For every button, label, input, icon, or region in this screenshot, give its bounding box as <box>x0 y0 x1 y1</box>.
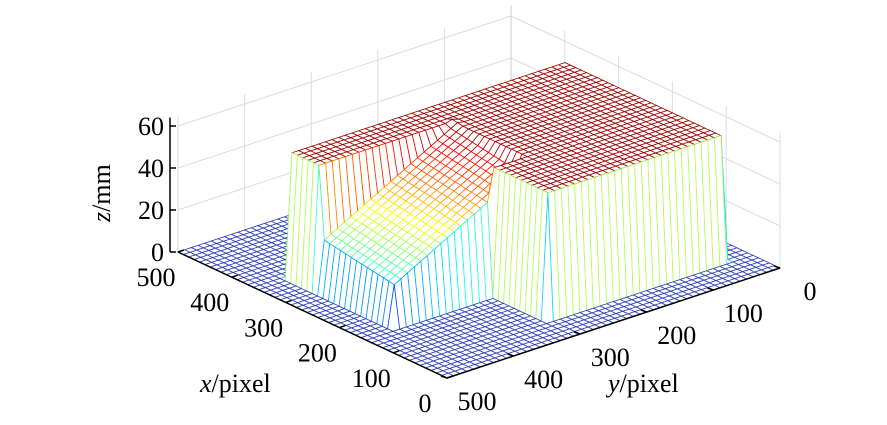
z-tick-label: 60 <box>138 112 164 141</box>
z-axis-label: z/mm <box>87 164 116 223</box>
y-tick-label: 500 <box>458 387 497 416</box>
x-tick-label: 0 <box>419 389 432 418</box>
x-tick-label: 100 <box>352 364 391 393</box>
y-axis-unit: /pixel <box>620 369 679 398</box>
x-axis-var: x <box>199 369 212 398</box>
z-axis-var: z <box>87 212 116 223</box>
x-tick <box>177 249 185 253</box>
y-tick <box>707 287 714 291</box>
y-tick-label: 0 <box>804 277 817 306</box>
z-tick-label: 0 <box>151 238 164 267</box>
y-tick-label: 200 <box>657 321 696 350</box>
x-tick <box>231 274 239 278</box>
x-tick <box>446 375 454 379</box>
x-tick <box>339 324 346 329</box>
z-gridline <box>177 15 512 127</box>
x-tick-label: 400 <box>190 288 229 317</box>
y-tick-label: 400 <box>524 365 563 394</box>
y-tick-label: 100 <box>724 299 763 328</box>
x-tick <box>285 299 292 304</box>
z-gridline <box>177 57 512 169</box>
z-gridline <box>510 15 781 143</box>
y-tick <box>507 353 514 357</box>
x-tick <box>392 350 400 354</box>
x-axis-unit: /pixel <box>212 369 271 398</box>
y-tick <box>773 265 781 269</box>
x-tick-label: 500 <box>137 263 176 292</box>
y-tick <box>440 375 448 379</box>
y-tick <box>640 309 648 313</box>
y-axis-label: y/pixel <box>605 369 679 398</box>
y-tick <box>573 331 581 335</box>
x-tick-label: 200 <box>298 339 337 368</box>
z-axis-unit: /mm <box>87 164 116 212</box>
z-tick-label: 20 <box>138 196 164 225</box>
y-axis-var: y <box>605 369 620 398</box>
x-axis-line <box>177 251 448 379</box>
y-axis-line <box>446 267 781 379</box>
y-tick-label: 300 <box>591 343 630 372</box>
x-tick-label: 300 <box>244 313 283 342</box>
x-axis-label: x/pixel <box>199 369 271 398</box>
z-tick-label: 40 <box>138 154 164 183</box>
